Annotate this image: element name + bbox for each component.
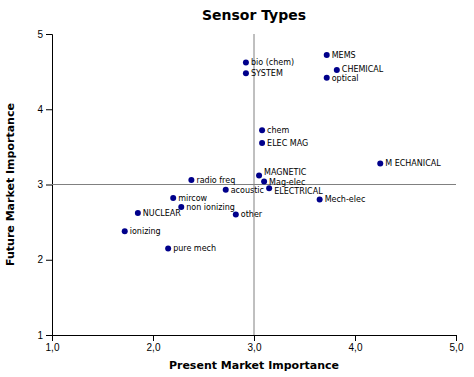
tick: 2: [37, 254, 52, 265]
point-label: ELECTRICAL: [274, 187, 323, 196]
tick-label: 3,0: [248, 342, 262, 353]
tick: 3: [37, 179, 52, 190]
point: [324, 75, 330, 81]
tick-mark: [46, 109, 52, 110]
point-label: CHEMICAL: [342, 65, 384, 74]
point-label: chem: [267, 126, 289, 135]
tick-label: 5,0: [450, 342, 464, 353]
title: Sensor Types: [202, 7, 306, 23]
tick-mark: [355, 335, 356, 341]
axis-line: [53, 336, 457, 342]
point: [324, 52, 330, 58]
point-label: radio freq: [196, 176, 235, 185]
point-label: SYSTEM: [251, 69, 283, 78]
tick: 2,0: [147, 335, 161, 353]
point-label: Mag-elec: [269, 178, 305, 187]
point: [259, 127, 265, 133]
tick-label: 4: [37, 104, 43, 115]
point-label: acoustic: [231, 186, 264, 195]
tick-label: 1: [37, 330, 43, 341]
point-label: ionizing: [130, 227, 161, 236]
tick-label: 5: [37, 29, 43, 40]
point: [259, 140, 265, 146]
point: [334, 67, 340, 73]
point: [377, 160, 383, 166]
axis-line: [46, 35, 53, 336]
point: [243, 70, 249, 76]
chart: 1,0 2,0 3,0 4,0 5,0 1 2 3 4 5 bio (chem) SYSTEM MEMS…: [0, 0, 474, 377]
y-axis-title: Future Market Importance: [4, 103, 17, 266]
tick-label: 3: [37, 179, 43, 190]
point: [243, 60, 249, 66]
point-label: MAGNETIC: [264, 168, 307, 177]
tick: 4,0: [349, 335, 363, 353]
point: [135, 210, 141, 216]
tick-label: 2: [37, 254, 43, 265]
point: [261, 178, 267, 184]
point-label: ELEC MAG: [267, 139, 308, 148]
tick-label: 4,0: [349, 342, 363, 353]
y-axis: 1 2 3 4 5: [37, 29, 52, 341]
tick-mark: [46, 185, 52, 186]
tick-label: 1,0: [46, 342, 60, 353]
point-label: MEMS: [332, 51, 356, 60]
tick-mark: [456, 335, 457, 341]
point: [233, 212, 239, 218]
x-axis-title: Present Market Importance: [169, 359, 339, 372]
point: [317, 197, 323, 203]
tick-mark: [46, 34, 52, 35]
tick-mark: [153, 335, 154, 341]
tick: 5: [37, 29, 52, 40]
point-label: Mech-elec: [325, 195, 366, 204]
plot: 1,0 2,0 3,0 4,0 5,0 1 2 3 4 5 bio (chem) SYSTEM MEMS…: [37, 29, 463, 353]
point: [165, 245, 171, 251]
marks: [52, 34, 456, 335]
tick-mark: [254, 335, 255, 341]
x-axis: 1,0 2,0 3,0 4,0 5,0: [46, 335, 464, 353]
tick: 4: [37, 104, 52, 115]
tick: 5,0: [450, 335, 464, 353]
point: [223, 187, 229, 193]
tick-mark: [46, 260, 52, 261]
tick-label: 2,0: [147, 342, 161, 353]
point: [170, 195, 176, 201]
point-label: bio (chem): [251, 58, 294, 67]
point-label: optical: [332, 74, 359, 83]
point-label: mircow: [178, 194, 207, 203]
point-label: other: [241, 210, 263, 219]
point: [256, 172, 262, 178]
point-labels: bio (chem) SYSTEM MEMS CHEMICALoptical chem E…: [130, 51, 442, 253]
tick: 1,0: [46, 335, 60, 353]
point-label: non ionizing: [186, 203, 235, 212]
point: [188, 177, 194, 183]
point-label: NUCLEAR: [143, 209, 181, 218]
point-label: M ECHANICAL: [385, 159, 441, 168]
tick: 1: [37, 330, 52, 341]
tick: 3,0: [248, 335, 262, 353]
point-label: pure mech: [173, 244, 216, 253]
point: [122, 228, 128, 234]
tick-mark: [46, 335, 52, 336]
